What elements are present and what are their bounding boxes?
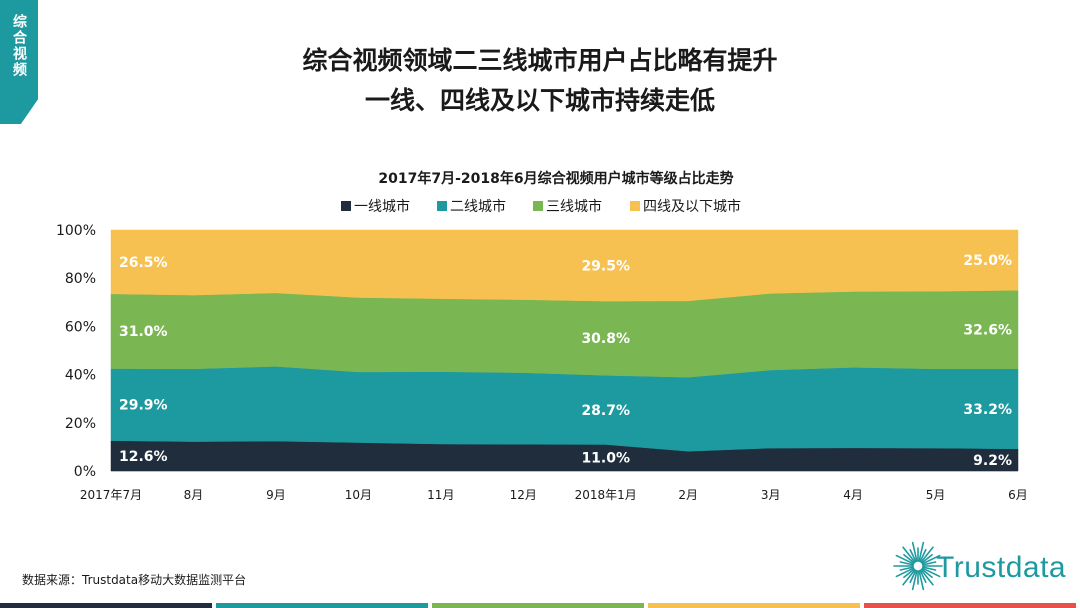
y-tick-label: 60% [65,319,96,335]
area-series-1 [110,366,1019,452]
legend-item: 三线城市 [533,198,602,215]
legend-item: 四线及以下城市 [630,198,741,215]
footer-bar-segment [864,603,1076,608]
chart-title: 2017年7月-2018年6月综合视频用户城市等级占比走势 [378,170,733,187]
area-series-2 [110,289,1019,378]
stacked-area-chart: 2017年7月-2018年6月综合视频用户城市等级占比走势 一线城市 二线城市 三线… [56,170,1028,502]
y-tick-label: 80% [65,271,96,287]
page-title-line1: 综合视频领域二三线城市用户占比略有提升 [302,46,778,75]
chart-legend: 一线城市 二线城市 三线城市 四线及以下城市 [341,198,741,215]
x-tick-label: 2017年7月 [80,488,142,502]
chart-areas [110,229,1019,472]
area-series-3 [110,229,1019,302]
x-axis: 2017年7月 8月 9月 10月 11月 12月 2018年1月 2月 3月 4月 5月 6月 [80,471,1028,502]
legend-label: 四线及以下城市 [643,198,741,215]
legend-label: 一线城市 [354,198,410,215]
legend-swatch [437,201,447,211]
data-label: 30.8% [581,331,630,347]
legend-item: 一线城市 [341,198,410,215]
x-tick-label: 3月 [761,488,781,502]
x-tick-label: 4月 [843,488,863,502]
x-tick-label: 11月 [427,488,454,502]
x-tick-label: 12月 [510,488,537,502]
x-tick-label: 8月 [184,488,204,502]
x-tick-label: 9月 [266,488,286,502]
section-tab-label: 综合视频 [11,14,27,78]
legend-swatch [630,201,640,211]
legend-swatch [533,201,543,211]
data-source-note: 数据来源：Trustdata移动大数据监测平台 [22,573,247,587]
trustdata-logo-text: Trustdata [936,551,1067,584]
y-tick-label: 40% [65,368,96,384]
footer-bar-segment [432,603,644,608]
legend-label: 二线城市 [450,198,506,215]
y-tick-label: 0% [74,464,96,480]
data-label: 29.9% [119,398,168,414]
legend-label: 三线城市 [546,198,602,215]
data-labels: 12.6% 29.9% 31.0% 26.5% 11.0% 28.7% 30.8% 29.5%… [119,253,1012,469]
data-label: 33.2% [963,402,1012,418]
section-tab: 综合视频 [0,0,38,124]
x-tick-label: 2018年1月 [575,488,637,502]
legend-swatch [341,201,351,211]
x-tick-label: 6月 [1008,488,1028,502]
x-tick-label: 10月 [345,488,372,502]
data-label: 29.5% [581,259,630,275]
y-axis: 0% 20% 40% 60% 80% 100% [56,223,96,480]
footer-bar-segment [0,603,212,608]
data-label: 26.5% [119,255,168,271]
y-tick-label: 20% [65,416,96,432]
footer-bar-segment [648,603,860,608]
x-tick-label: 2月 [678,488,698,502]
data-label: 31.0% [119,324,168,340]
legend-item: 二线城市 [437,198,506,215]
data-label: 11.0% [581,451,630,467]
y-tick-label: 100% [56,223,96,239]
footer-bar-segment [216,603,428,608]
trustdata-logo-icon [893,541,943,591]
data-label: 28.7% [581,403,630,419]
data-label: 32.6% [963,323,1012,339]
page-title-line2: 一线、四线及以下城市持续走低 [364,86,715,115]
x-tick-label: 5月 [926,488,946,502]
data-label: 12.6% [119,449,168,465]
data-label: 25.0% [963,253,1012,269]
data-label: 9.2% [973,453,1012,469]
footer-color-bar [0,603,1080,608]
